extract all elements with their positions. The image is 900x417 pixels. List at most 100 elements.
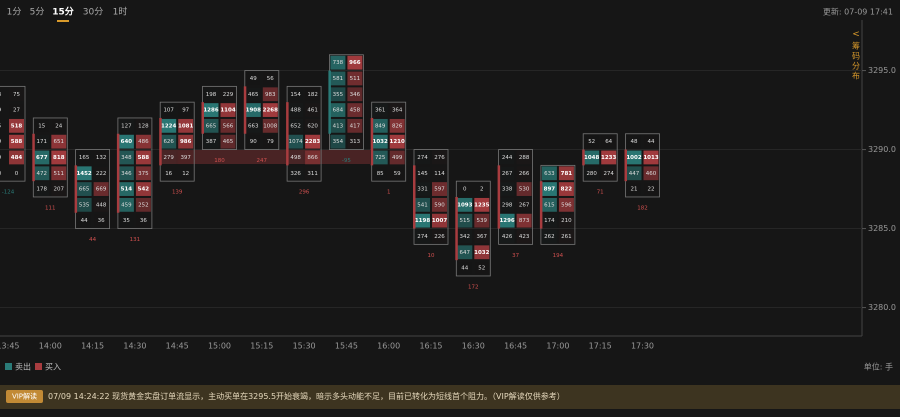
sell-value: 413: [333, 123, 344, 129]
buy-cell: [432, 182, 447, 196]
delta-label: 10: [428, 253, 435, 259]
delta-label: 1: [387, 190, 391, 196]
buy-cell: [262, 87, 278, 102]
sell-value: 274: [417, 155, 428, 161]
buy-value: 12: [182, 171, 189, 177]
buy-value: 132: [96, 155, 107, 161]
tab[interactable]: 1时: [113, 6, 128, 18]
buy-value: 313: [350, 139, 361, 145]
candle-body: [286, 102, 289, 166]
sell-cell: [118, 182, 134, 196]
sell-cell: [330, 71, 346, 86]
delta-label: 194: [553, 253, 564, 259]
legend-label[interactable]: 买入: [45, 363, 61, 372]
buy-cell: [220, 103, 236, 117]
legend-swatch[interactable]: [35, 363, 42, 370]
sell-value: 274: [417, 234, 428, 240]
buy-value: 59: [394, 171, 401, 177]
buy-cell: [432, 213, 447, 228]
sell-value: 647: [460, 250, 471, 256]
candle-body: [116, 133, 120, 213]
sell-cell: [330, 134, 346, 149]
sell-cell: [330, 87, 346, 102]
sell-cell: [372, 150, 388, 165]
buy-value: 1104: [220, 108, 235, 114]
buy-value: 530: [519, 187, 530, 193]
sell-value: 267: [502, 171, 513, 177]
candle-box: [0, 85, 26, 182]
sell-value: 3: [0, 92, 2, 98]
sell-value: 107: [163, 108, 174, 114]
buy-value: 114: [434, 171, 445, 177]
y-tick-label: 3285.0: [868, 224, 896, 233]
sell-value: 677: [36, 155, 48, 161]
sell-cell: [288, 134, 304, 149]
buy-value: 288: [519, 155, 530, 161]
sell-cell: [330, 103, 346, 117]
sell-value: 48: [631, 139, 638, 145]
buy-cell: [51, 166, 67, 181]
sell-cell: [457, 197, 473, 212]
buy-value: 620: [307, 123, 318, 129]
sell-value: 515: [460, 218, 471, 224]
buy-cell: [347, 55, 363, 70]
buy-cell: [93, 182, 109, 196]
buy-value: 346: [350, 92, 361, 98]
buy-value: 261: [561, 234, 572, 240]
sell-value: 684: [333, 108, 344, 114]
delta-label: 182: [637, 205, 648, 211]
side-char: 分: [852, 62, 860, 71]
buy-cell: [558, 166, 574, 181]
tab[interactable]: 30分: [83, 7, 103, 18]
candle-body: [201, 102, 204, 134]
buy-value: 458: [350, 108, 361, 114]
sell-value: 459: [121, 202, 132, 208]
sell-cell: [118, 197, 134, 212]
buy-cell: [51, 150, 67, 165]
unit: 单位: 手: [864, 362, 893, 372]
sell-value: 298: [502, 202, 513, 208]
buy-value: 207: [54, 187, 65, 193]
x-tick-label: 15:15: [250, 342, 273, 351]
sell-cell: [76, 197, 92, 212]
buy-value: 0: [15, 171, 19, 177]
tab[interactable]: 15分: [52, 6, 74, 18]
sell-cell: [161, 134, 177, 149]
buy-value: 182: [307, 92, 318, 98]
legend-swatch[interactable]: [5, 363, 12, 370]
buy-value: 276: [434, 155, 445, 161]
buy-cell: [347, 87, 363, 102]
sell-value: 165: [79, 155, 90, 161]
buy-cell: [389, 150, 405, 165]
x-tick-label: 16:45: [504, 342, 527, 351]
buy-value: 79: [267, 139, 274, 145]
side-arrow[interactable]: <: [852, 30, 860, 40]
sell-value: 640: [121, 139, 133, 145]
buy-value: 274: [603, 171, 614, 177]
tab[interactable]: 5分: [30, 7, 45, 18]
legend-label[interactable]: 卖出: [15, 362, 31, 372]
y-tick-label: 3290.0: [868, 145, 896, 154]
buy-value: 252: [138, 202, 149, 208]
sell-value: 387: [206, 139, 217, 145]
sell-value: 338: [502, 187, 513, 193]
tab-bar: 1分 5分 15分 30分 1时: [7, 6, 128, 22]
buy-value: 417: [350, 123, 361, 129]
x-tick-label: 17:00: [546, 342, 569, 351]
buy-value: 226: [434, 234, 445, 240]
sell-value: 1198: [415, 218, 430, 224]
sell-value: 0: [0, 171, 2, 177]
sell-value: 154: [290, 92, 301, 98]
sell-value: 178: [37, 187, 48, 193]
sell-value: 355: [333, 92, 344, 98]
buy-cell: [135, 197, 151, 212]
sell-value: 426: [502, 234, 513, 240]
sell-value: 85: [377, 171, 384, 177]
buy-cell: [9, 150, 24, 165]
buy-value: 36: [98, 218, 105, 224]
tab[interactable]: 1分: [7, 7, 22, 18]
candle-body: [539, 181, 543, 229]
buy-value: 423: [519, 234, 530, 240]
buy-value: 1008: [263, 123, 277, 129]
